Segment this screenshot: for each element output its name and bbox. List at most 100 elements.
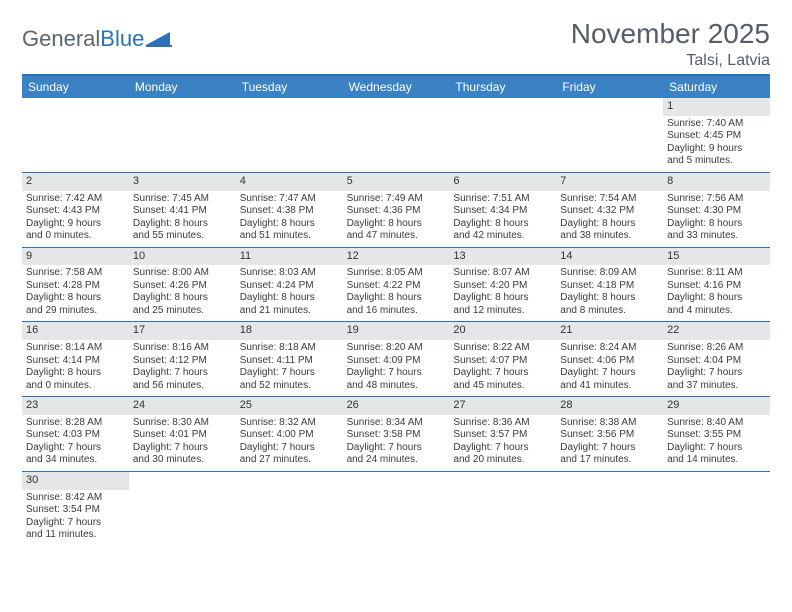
- day-info-line: Sunrise: 8:03 AM: [240, 267, 339, 280]
- week-row: 1Sunrise: 7:40 AMSunset: 4:45 PMDaylight…: [22, 98, 770, 173]
- day-number: 23: [22, 397, 129, 415]
- day-cell: 21Sunrise: 8:24 AMSunset: 4:06 PMDayligh…: [556, 322, 663, 396]
- day-number: 27: [449, 397, 556, 415]
- day-number: 9: [22, 248, 129, 266]
- logo: GeneralBlue: [22, 26, 172, 52]
- day-info-line: Sunrise: 8:32 AM: [240, 417, 339, 430]
- day-cell: 12Sunrise: 8:05 AMSunset: 4:22 PMDayligh…: [343, 248, 450, 322]
- day-info-line: Daylight: 8 hours: [133, 292, 232, 305]
- empty-cell: [556, 98, 663, 172]
- day-cell: 5Sunrise: 7:49 AMSunset: 4:36 PMDaylight…: [343, 173, 450, 247]
- header: GeneralBlue November 2025 Talsi, Latvia: [22, 18, 770, 70]
- day-info-line: Sunrise: 8:34 AM: [347, 417, 446, 430]
- logo-text-part2: Blue: [100, 26, 144, 52]
- day-cell: 17Sunrise: 8:16 AMSunset: 4:12 PMDayligh…: [129, 322, 236, 396]
- day-cell: 19Sunrise: 8:20 AMSunset: 4:09 PMDayligh…: [343, 322, 450, 396]
- day-info-line: Sunrise: 8:28 AM: [26, 417, 125, 430]
- day-info-line: Daylight: 7 hours: [26, 517, 125, 530]
- day-info-line: and 17 minutes.: [560, 454, 659, 467]
- day-info-line: Sunrise: 8:42 AM: [26, 492, 125, 505]
- day-info-line: Daylight: 7 hours: [453, 367, 552, 380]
- day-info-line: and 38 minutes.: [560, 230, 659, 243]
- weekday-label: Wednesday: [343, 76, 450, 98]
- empty-cell: [236, 472, 343, 546]
- day-info-line: Sunrise: 8:20 AM: [347, 342, 446, 355]
- day-info-line: and 29 minutes.: [26, 305, 125, 318]
- day-cell: 26Sunrise: 8:34 AMSunset: 3:58 PMDayligh…: [343, 397, 450, 471]
- day-info-line: Sunset: 4:38 PM: [240, 205, 339, 218]
- logo-flag-icon: [146, 30, 172, 48]
- day-info-line: and 8 minutes.: [560, 305, 659, 318]
- day-info-line: Sunrise: 7:56 AM: [667, 193, 766, 206]
- day-info-line: Daylight: 8 hours: [667, 292, 766, 305]
- day-info-line: and 34 minutes.: [26, 454, 125, 467]
- day-info-line: Daylight: 8 hours: [560, 292, 659, 305]
- day-info-line: Sunrise: 8:11 AM: [667, 267, 766, 280]
- day-info-line: and 4 minutes.: [667, 305, 766, 318]
- empty-cell: [129, 98, 236, 172]
- day-info-line: Sunrise: 8:07 AM: [453, 267, 552, 280]
- day-info-line: Daylight: 8 hours: [560, 218, 659, 231]
- day-info-line: Daylight: 8 hours: [26, 292, 125, 305]
- day-info-line: Sunset: 4:18 PM: [560, 280, 659, 293]
- day-cell: 14Sunrise: 8:09 AMSunset: 4:18 PMDayligh…: [556, 248, 663, 322]
- day-cell: 30Sunrise: 8:42 AMSunset: 3:54 PMDayligh…: [22, 472, 129, 546]
- weekday-label: Monday: [129, 76, 236, 98]
- week-row: 30Sunrise: 8:42 AMSunset: 3:54 PMDayligh…: [22, 472, 770, 546]
- day-number: 26: [343, 397, 450, 415]
- day-info-line: Sunset: 4:03 PM: [26, 429, 125, 442]
- day-info-line: Daylight: 9 hours: [26, 218, 125, 231]
- day-info-line: and 20 minutes.: [453, 454, 552, 467]
- day-info-line: Daylight: 7 hours: [560, 367, 659, 380]
- day-info-line: Sunrise: 7:54 AM: [560, 193, 659, 206]
- day-info-line: Sunrise: 8:00 AM: [133, 267, 232, 280]
- day-info-line: and 11 minutes.: [26, 529, 125, 542]
- day-info-line: and 14 minutes.: [667, 454, 766, 467]
- day-info-line: Sunset: 4:32 PM: [560, 205, 659, 218]
- day-number: 4: [236, 173, 343, 191]
- day-cell: 16Sunrise: 8:14 AMSunset: 4:14 PMDayligh…: [22, 322, 129, 396]
- day-info-line: Sunrise: 7:47 AM: [240, 193, 339, 206]
- day-number: 29: [663, 397, 770, 415]
- day-number: 22: [663, 322, 770, 340]
- day-number: 1: [663, 98, 770, 116]
- day-info-line: Sunset: 4:11 PM: [240, 355, 339, 368]
- day-info-line: Sunrise: 7:49 AM: [347, 193, 446, 206]
- day-info-line: Sunset: 4:26 PM: [133, 280, 232, 293]
- day-info-line: Sunset: 4:16 PM: [667, 280, 766, 293]
- day-number: 14: [556, 248, 663, 266]
- day-info-line: and 25 minutes.: [133, 305, 232, 318]
- day-number: 5: [343, 173, 450, 191]
- day-info-line: and 21 minutes.: [240, 305, 339, 318]
- day-info-line: Sunset: 4:24 PM: [240, 280, 339, 293]
- day-info-line: and 47 minutes.: [347, 230, 446, 243]
- day-number: 12: [343, 248, 450, 266]
- day-number: 30: [22, 472, 129, 490]
- day-info-line: Sunrise: 8:38 AM: [560, 417, 659, 430]
- day-info-line: Sunrise: 7:40 AM: [667, 118, 766, 131]
- day-cell: 28Sunrise: 8:38 AMSunset: 3:56 PMDayligh…: [556, 397, 663, 471]
- day-info-line: Sunrise: 8:09 AM: [560, 267, 659, 280]
- weekday-label: Friday: [556, 76, 663, 98]
- day-info-line: and 56 minutes.: [133, 380, 232, 393]
- empty-cell: [129, 472, 236, 546]
- day-number: 28: [556, 397, 663, 415]
- day-info-line: Daylight: 7 hours: [26, 442, 125, 455]
- empty-cell: [236, 98, 343, 172]
- day-info-line: Sunset: 3:58 PM: [347, 429, 446, 442]
- day-info-line: Sunset: 4:41 PM: [133, 205, 232, 218]
- day-cell: 9Sunrise: 7:58 AMSunset: 4:28 PMDaylight…: [22, 248, 129, 322]
- day-info-line: Sunset: 4:04 PM: [667, 355, 766, 368]
- day-info-line: Sunset: 3:55 PM: [667, 429, 766, 442]
- day-info-line: Daylight: 7 hours: [347, 367, 446, 380]
- day-number: 21: [556, 322, 663, 340]
- day-cell: 13Sunrise: 8:07 AMSunset: 4:20 PMDayligh…: [449, 248, 556, 322]
- day-info-line: Daylight: 8 hours: [347, 218, 446, 231]
- day-info-line: Sunrise: 7:42 AM: [26, 193, 125, 206]
- title-block: November 2025 Talsi, Latvia: [571, 18, 770, 70]
- day-info-line: Daylight: 7 hours: [667, 367, 766, 380]
- empty-cell: [449, 98, 556, 172]
- day-info-line: Daylight: 7 hours: [453, 442, 552, 455]
- weekday-label: Saturday: [663, 76, 770, 98]
- day-info-line: Daylight: 8 hours: [133, 218, 232, 231]
